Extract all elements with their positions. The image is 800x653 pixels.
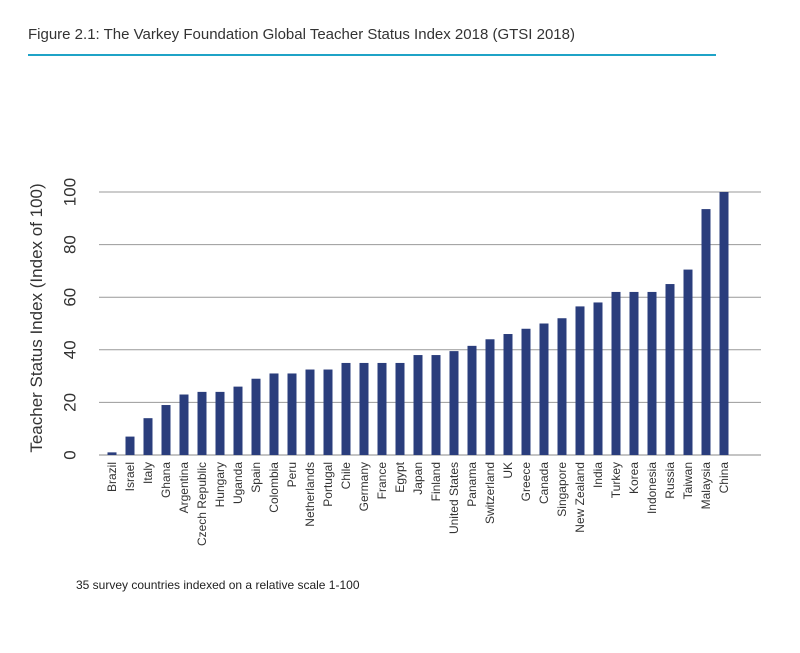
bar (611, 291, 621, 455)
bar (341, 362, 351, 455)
bar (683, 269, 693, 455)
x-axis-labels: Brazil Israel Italy Ghana Argentina Czech Rep… (105, 461, 731, 546)
x-tick-label: Greece (519, 462, 533, 502)
x-tick-label: Netherlands (303, 462, 317, 527)
bar (269, 373, 279, 455)
bar (161, 405, 171, 455)
bar (719, 192, 729, 455)
x-tick-label: Argentina (177, 462, 191, 514)
bar (305, 369, 315, 455)
bar (395, 362, 405, 455)
bar (107, 452, 117, 455)
x-tick-label: Turkey (609, 462, 623, 498)
x-tick-label: Switzerland (483, 462, 497, 524)
x-tick-label: Egypt (393, 461, 407, 492)
x-tick-label: Colombia (267, 462, 281, 513)
x-tick-label: Czech Republic (195, 462, 209, 546)
y-tick-label: 80 (61, 235, 80, 254)
y-axis-ticks: 0 20 40 60 80 100 (61, 178, 80, 460)
x-tick-label: Taiwan (681, 462, 695, 499)
x-tick-label: Ghana (159, 462, 173, 498)
bar (557, 318, 567, 455)
x-tick-label: Hungary (213, 462, 227, 507)
x-tick-label: Singapore (555, 462, 569, 517)
bar (593, 302, 603, 455)
gridlines (99, 191, 761, 456)
y-tick-label: 60 (61, 288, 80, 307)
x-tick-label: China (717, 462, 731, 494)
x-tick-label: Italy (141, 462, 155, 484)
x-tick-label: Chile (339, 462, 353, 490)
bar (179, 394, 189, 455)
x-tick-label: Korea (627, 462, 641, 494)
y-axis-label: Teacher Status Index (Index of 100) (27, 183, 46, 452)
bar (539, 323, 549, 455)
bar (233, 386, 243, 455)
bar (323, 369, 333, 455)
x-tick-label: Panama (465, 462, 479, 507)
bar (287, 373, 297, 455)
x-tick-label: Russia (663, 462, 677, 499)
y-tick-label: 40 (61, 340, 80, 359)
bar (251, 378, 261, 455)
bar (359, 362, 369, 455)
bar (143, 418, 153, 455)
figure-title: Figure 2.1: The Varkey Foundation Global… (28, 26, 575, 43)
x-tick-label: Brazil (105, 462, 119, 492)
x-tick-label: UK (501, 462, 515, 479)
bar (215, 391, 225, 455)
figure-note: 35 survey countries indexed on a relativ… (76, 578, 360, 592)
x-tick-label: Portugal (321, 462, 335, 507)
x-tick-label: Uganda (231, 462, 245, 504)
bar (575, 306, 585, 455)
bar (467, 345, 477, 455)
x-tick-label: France (375, 462, 389, 500)
bar (377, 362, 387, 455)
bar (125, 436, 135, 455)
x-tick-label: New Zealand (573, 462, 587, 533)
title-divider (28, 54, 716, 56)
x-tick-label: Spain (249, 462, 263, 493)
bar (431, 355, 441, 455)
bar (629, 291, 639, 455)
bar (485, 339, 495, 455)
x-tick-label: India (591, 462, 605, 488)
x-tick-label: Germany (357, 462, 371, 511)
x-tick-label: Israel (123, 462, 137, 491)
x-tick-label: United States (447, 462, 461, 534)
x-tick-label: Peru (285, 462, 299, 487)
bar (413, 355, 423, 455)
y-tick-label: 20 (61, 393, 80, 412)
bar (449, 351, 459, 455)
x-tick-label: Japan (411, 462, 425, 495)
y-tick-label: 100 (61, 178, 80, 206)
bar (647, 291, 657, 455)
x-tick-label: Canada (537, 462, 551, 504)
y-tick-label: 0 (61, 450, 80, 459)
bar (521, 328, 531, 455)
x-tick-label: Malaysia (699, 462, 713, 510)
x-tick-label: Indonesia (645, 462, 659, 514)
bars (107, 192, 729, 455)
bar (503, 334, 513, 455)
bar (197, 391, 207, 455)
bar (665, 284, 675, 455)
bar (701, 209, 711, 455)
x-tick-label: Finland (429, 462, 443, 501)
